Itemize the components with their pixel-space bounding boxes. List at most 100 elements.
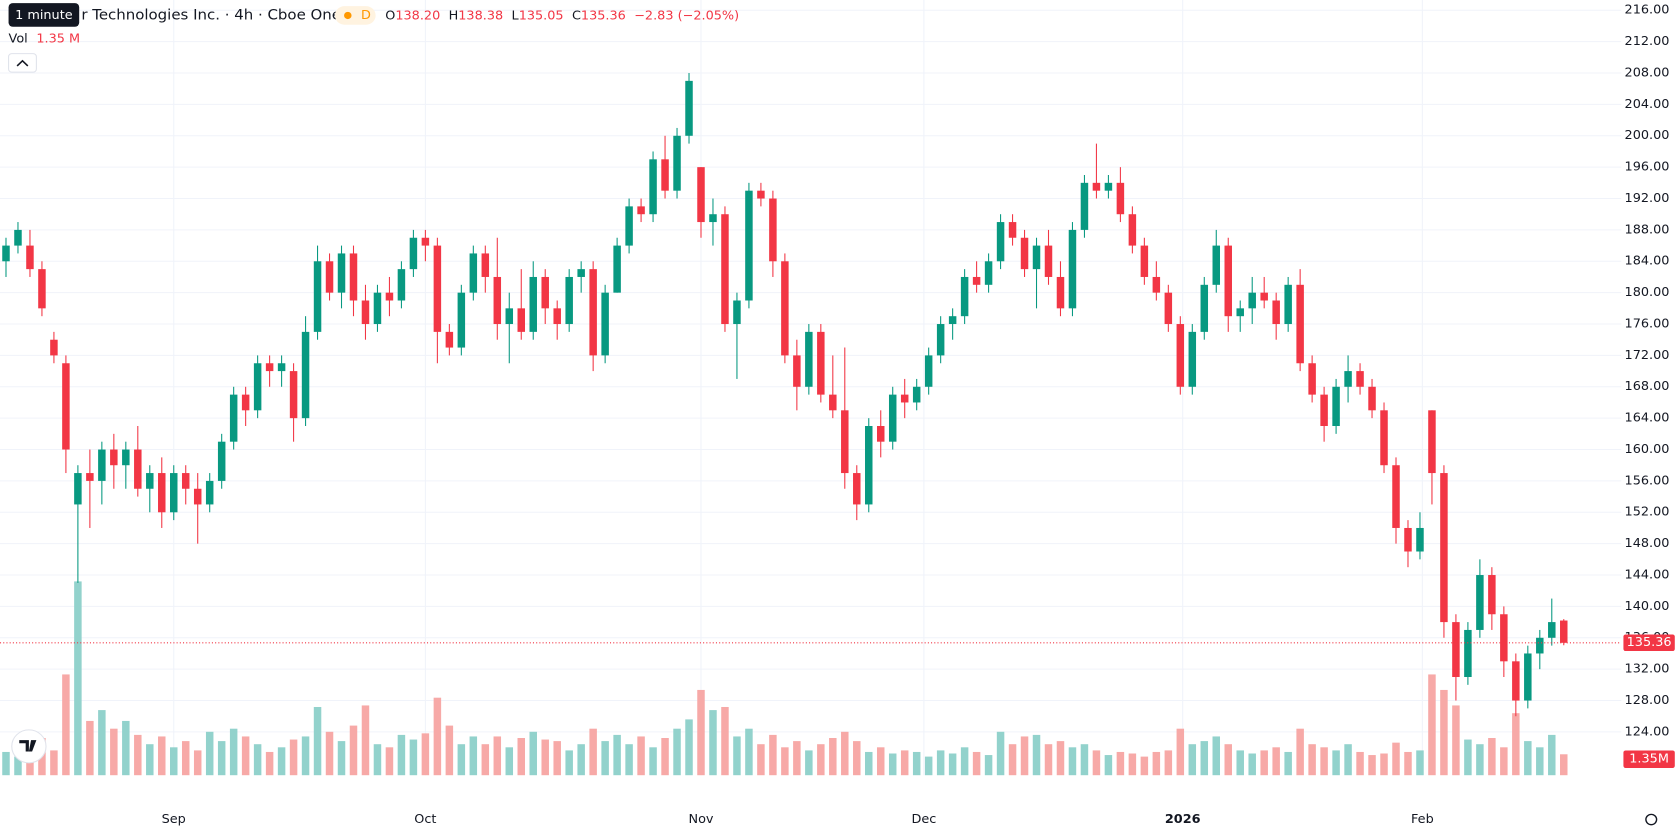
candle-body [1488, 575, 1496, 615]
volume-bar [900, 750, 909, 776]
candle-body [421, 237, 430, 246]
volume-bar [493, 736, 502, 776]
candle-body [984, 261, 993, 285]
volume-bar [1200, 741, 1209, 776]
volume-bar [565, 750, 573, 776]
candle-body [613, 245, 621, 293]
candle-body [888, 394, 897, 442]
volume-bar [158, 736, 166, 776]
volume-bar [1188, 744, 1197, 776]
candle-body [1068, 229, 1077, 309]
volume-bar [1116, 751, 1125, 776]
logo[interactable] [11, 729, 47, 764]
collapse-button[interactable] [8, 53, 37, 73]
candle-body [1272, 300, 1280, 325]
candle-body [829, 394, 837, 411]
ohlc-label: O [385, 7, 395, 22]
y-tick-label: 128.00 [1625, 692, 1670, 707]
y-tick-label: 212.00 [1625, 33, 1670, 48]
ohlc-label: C [572, 7, 581, 22]
candle-body [601, 292, 609, 356]
candle-body [517, 308, 526, 332]
volume-bar [397, 734, 406, 776]
volume-bar [1404, 751, 1412, 776]
candle-body [769, 198, 777, 262]
volume-bar [1020, 736, 1029, 776]
y-tick-label: 188.00 [1625, 222, 1670, 237]
volume-bar [349, 725, 358, 776]
candle-body [1404, 527, 1412, 552]
candle-body [62, 363, 70, 450]
volume-bar [385, 747, 394, 776]
volume-bar [313, 706, 322, 776]
candle-body [1188, 331, 1197, 387]
volume-bar [1380, 753, 1388, 776]
volume-bar [110, 728, 118, 776]
candle-body [649, 159, 657, 215]
settings-icon[interactable] [1645, 813, 1658, 826]
candle-body [805, 331, 813, 387]
volume-bar [122, 720, 130, 776]
candle-body [1140, 245, 1149, 277]
candle-body [1212, 245, 1221, 285]
candle-body [385, 292, 394, 301]
volume-value: 1.35 M [36, 31, 80, 46]
ohlc-value: 138.20 [395, 7, 440, 22]
candle-body [1560, 620, 1568, 643]
candle-body [541, 276, 549, 309]
volume-bar [972, 751, 981, 776]
volume-bar [469, 736, 478, 776]
volume-bar [721, 706, 729, 776]
y-tick-label: 172.00 [1625, 347, 1670, 362]
volume-bar [146, 744, 154, 776]
interval-badge[interactable]: D [361, 7, 371, 22]
volume-bar [601, 741, 609, 776]
candle-body [793, 355, 801, 387]
candle-body [865, 426, 873, 505]
volume-bar [709, 710, 717, 776]
y-tick-label: 140.00 [1625, 598, 1670, 613]
candle-body [697, 167, 705, 223]
volume-bar [1164, 750, 1173, 776]
candle-body [86, 473, 94, 481]
x-tick-label: Feb [1411, 811, 1434, 826]
volume-bar [409, 739, 418, 776]
volume-bar [865, 751, 873, 776]
ohlc-value: 135.05 [519, 7, 564, 22]
candle-body [313, 261, 322, 332]
volume-bar [517, 737, 526, 776]
candle-body [1020, 237, 1029, 270]
volume-bar [1464, 739, 1472, 776]
candle-body [1344, 371, 1352, 387]
volume-bar [181, 741, 190, 776]
candle-body [733, 300, 741, 325]
candle-body [721, 214, 729, 325]
volume-bar [277, 747, 286, 776]
volume-bar [924, 756, 933, 776]
volume-bar [265, 751, 274, 776]
volume-bar [553, 741, 561, 776]
chevron-icon [16, 59, 29, 67]
candle-body [661, 159, 669, 191]
volume-bar [745, 728, 753, 776]
ohlc-value: 135.36 [581, 7, 626, 22]
y-tick-label: 124.00 [1625, 724, 1670, 739]
volume-bar [912, 751, 921, 776]
candle-body [948, 316, 957, 325]
volume-bar [817, 744, 825, 776]
last-price-tag [1623, 634, 1675, 652]
volume-bar [98, 710, 106, 776]
candle-body [349, 253, 358, 301]
volume-bar [1008, 744, 1017, 776]
candle-body [50, 339, 58, 356]
candle-body [924, 355, 933, 387]
x-tick-label: Sep [162, 811, 186, 826]
candle-body [709, 214, 717, 223]
volume-bar [433, 697, 442, 776]
x-tick-label: 2026 [1165, 811, 1201, 826]
volume-bar [589, 728, 597, 776]
volume-bar [1356, 751, 1364, 776]
candle-body [1104, 182, 1113, 191]
candle-body [1452, 622, 1460, 678]
y-tick-label: 196.00 [1625, 159, 1670, 174]
